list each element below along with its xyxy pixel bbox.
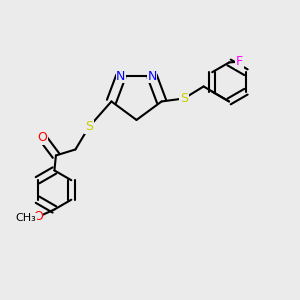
Text: S: S bbox=[85, 121, 93, 134]
Text: O: O bbox=[38, 131, 47, 144]
Text: S: S bbox=[180, 92, 188, 105]
Text: N: N bbox=[116, 70, 126, 83]
Text: F: F bbox=[236, 55, 243, 68]
Text: CH₃: CH₃ bbox=[16, 214, 36, 224]
Text: O: O bbox=[33, 211, 43, 224]
Text: N: N bbox=[147, 70, 157, 83]
